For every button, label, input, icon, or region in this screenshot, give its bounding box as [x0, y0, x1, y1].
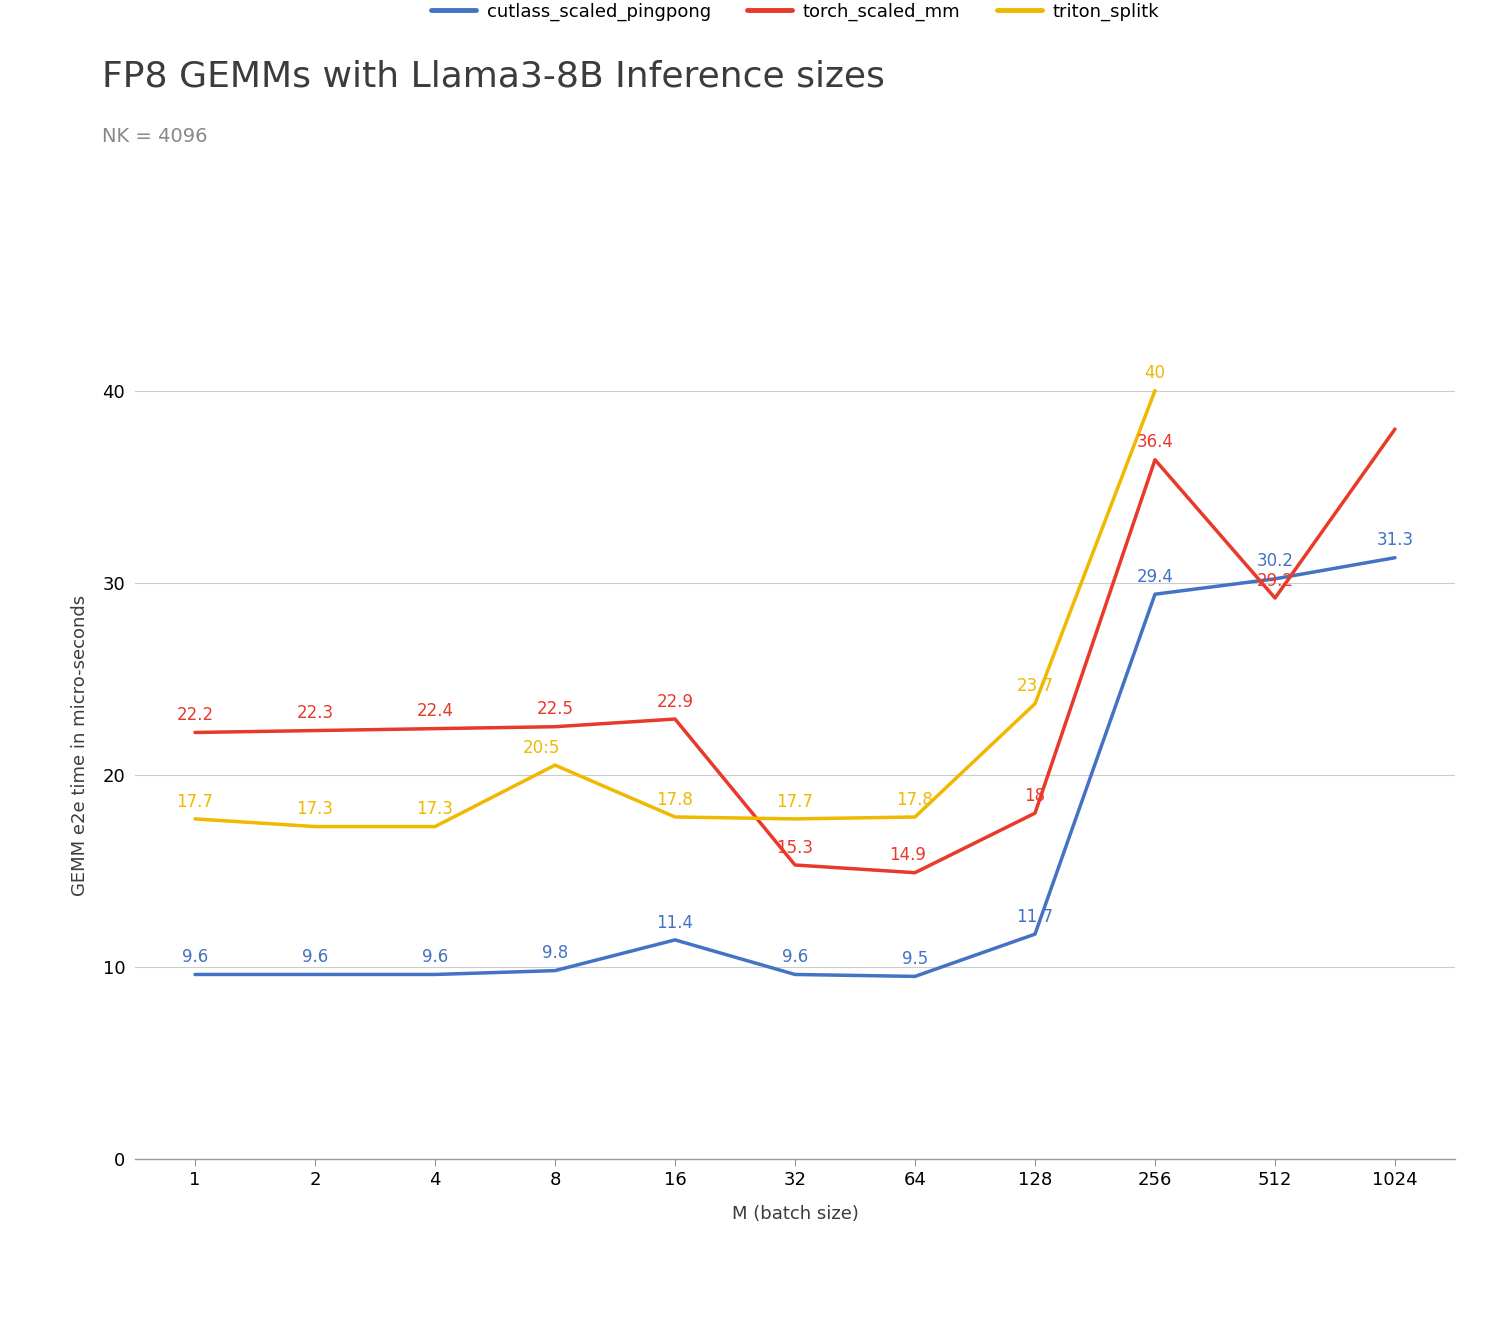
- torch_scaled_mm: [906, 864, 924, 880]
- Text: NK = 4096: NK = 4096: [102, 127, 207, 145]
- Text: 20:5: 20:5: [522, 739, 560, 757]
- Text: 17.3: 17.3: [417, 801, 453, 818]
- Text: 23.7: 23.7: [1017, 678, 1053, 695]
- Text: 22.5: 22.5: [537, 701, 573, 718]
- Text: 31.3: 31.3: [1377, 531, 1413, 549]
- cutlass_scaled_pingpong: [426, 967, 444, 983]
- Text: 22.4: 22.4: [417, 702, 453, 721]
- triton_splitk: [426, 819, 444, 835]
- cutlass_scaled_pingpong: [306, 967, 324, 983]
- Text: 40: 40: [1144, 364, 1166, 382]
- torch_scaled_mm: [426, 721, 444, 737]
- triton_splitk: [906, 809, 924, 825]
- Text: 9.6: 9.6: [422, 948, 448, 966]
- Text: 36.4: 36.4: [1137, 433, 1173, 452]
- cutlass_scaled_pingpong: [1026, 926, 1044, 942]
- Text: 17.8: 17.8: [897, 791, 933, 809]
- Text: 22.3: 22.3: [297, 705, 333, 722]
- torch_scaled_mm: [786, 856, 804, 872]
- Text: 9.6: 9.6: [182, 948, 209, 966]
- Text: FP8 GEMMs with Llama3-8B Inference sizes: FP8 GEMMs with Llama3-8B Inference sizes: [102, 60, 885, 95]
- torch_scaled_mm: [666, 711, 684, 727]
- torch_scaled_mm: [306, 722, 324, 738]
- triton_splitk: [186, 811, 204, 827]
- Text: 22.2: 22.2: [177, 706, 213, 725]
- Text: 29.4: 29.4: [1137, 567, 1173, 586]
- cutlass_scaled_pingpong: [906, 968, 924, 984]
- Text: 30.2: 30.2: [1257, 553, 1293, 570]
- cutlass_scaled_pingpong: [546, 963, 564, 979]
- Text: 15.3: 15.3: [777, 839, 813, 856]
- torch_scaled_mm: [546, 719, 564, 735]
- cutlass_scaled_pingpong: [1146, 586, 1164, 602]
- Text: 9.6: 9.6: [782, 948, 808, 966]
- Text: 11.7: 11.7: [1017, 908, 1053, 926]
- Line: torch_scaled_mm: torch_scaled_mm: [195, 429, 1395, 872]
- triton_splitk: [666, 809, 684, 825]
- torch_scaled_mm: [1026, 805, 1044, 821]
- cutlass_scaled_pingpong: [1386, 550, 1404, 566]
- cutlass_scaled_pingpong: [786, 967, 804, 983]
- triton_splitk: [1026, 695, 1044, 711]
- cutlass_scaled_pingpong: [1266, 571, 1284, 587]
- Text: 17.8: 17.8: [657, 791, 693, 809]
- Text: 9.5: 9.5: [902, 950, 928, 968]
- torch_scaled_mm: [1146, 452, 1164, 468]
- Text: 17.7: 17.7: [177, 793, 213, 811]
- Text: 9.8: 9.8: [542, 944, 568, 962]
- triton_splitk: [1146, 382, 1164, 398]
- Text: 29.2: 29.2: [1257, 571, 1293, 590]
- Text: 17.7: 17.7: [777, 793, 813, 811]
- Y-axis label: GEMM e2e time in micro-seconds: GEMM e2e time in micro-seconds: [70, 595, 88, 896]
- Line: triton_splitk: triton_splitk: [195, 390, 1155, 827]
- cutlass_scaled_pingpong: [666, 932, 684, 948]
- torch_scaled_mm: [1386, 421, 1404, 437]
- Text: 22.9: 22.9: [657, 693, 693, 711]
- Text: 14.9: 14.9: [890, 846, 927, 864]
- triton_splitk: [786, 811, 804, 827]
- Line: cutlass_scaled_pingpong: cutlass_scaled_pingpong: [195, 558, 1395, 976]
- cutlass_scaled_pingpong: [186, 967, 204, 983]
- X-axis label: M (batch size): M (batch size): [732, 1205, 858, 1223]
- triton_splitk: [546, 757, 564, 773]
- Text: 11.4: 11.4: [657, 914, 693, 931]
- Legend: cutlass_scaled_pingpong, torch_scaled_mm, triton_splitk: cutlass_scaled_pingpong, torch_scaled_mm…: [423, 0, 1167, 28]
- Text: 9.6: 9.6: [302, 948, 328, 966]
- Text: 18: 18: [1024, 787, 1045, 805]
- triton_splitk: [306, 819, 324, 835]
- torch_scaled_mm: [186, 725, 204, 741]
- torch_scaled_mm: [1266, 590, 1284, 606]
- Text: 17.3: 17.3: [297, 801, 333, 818]
